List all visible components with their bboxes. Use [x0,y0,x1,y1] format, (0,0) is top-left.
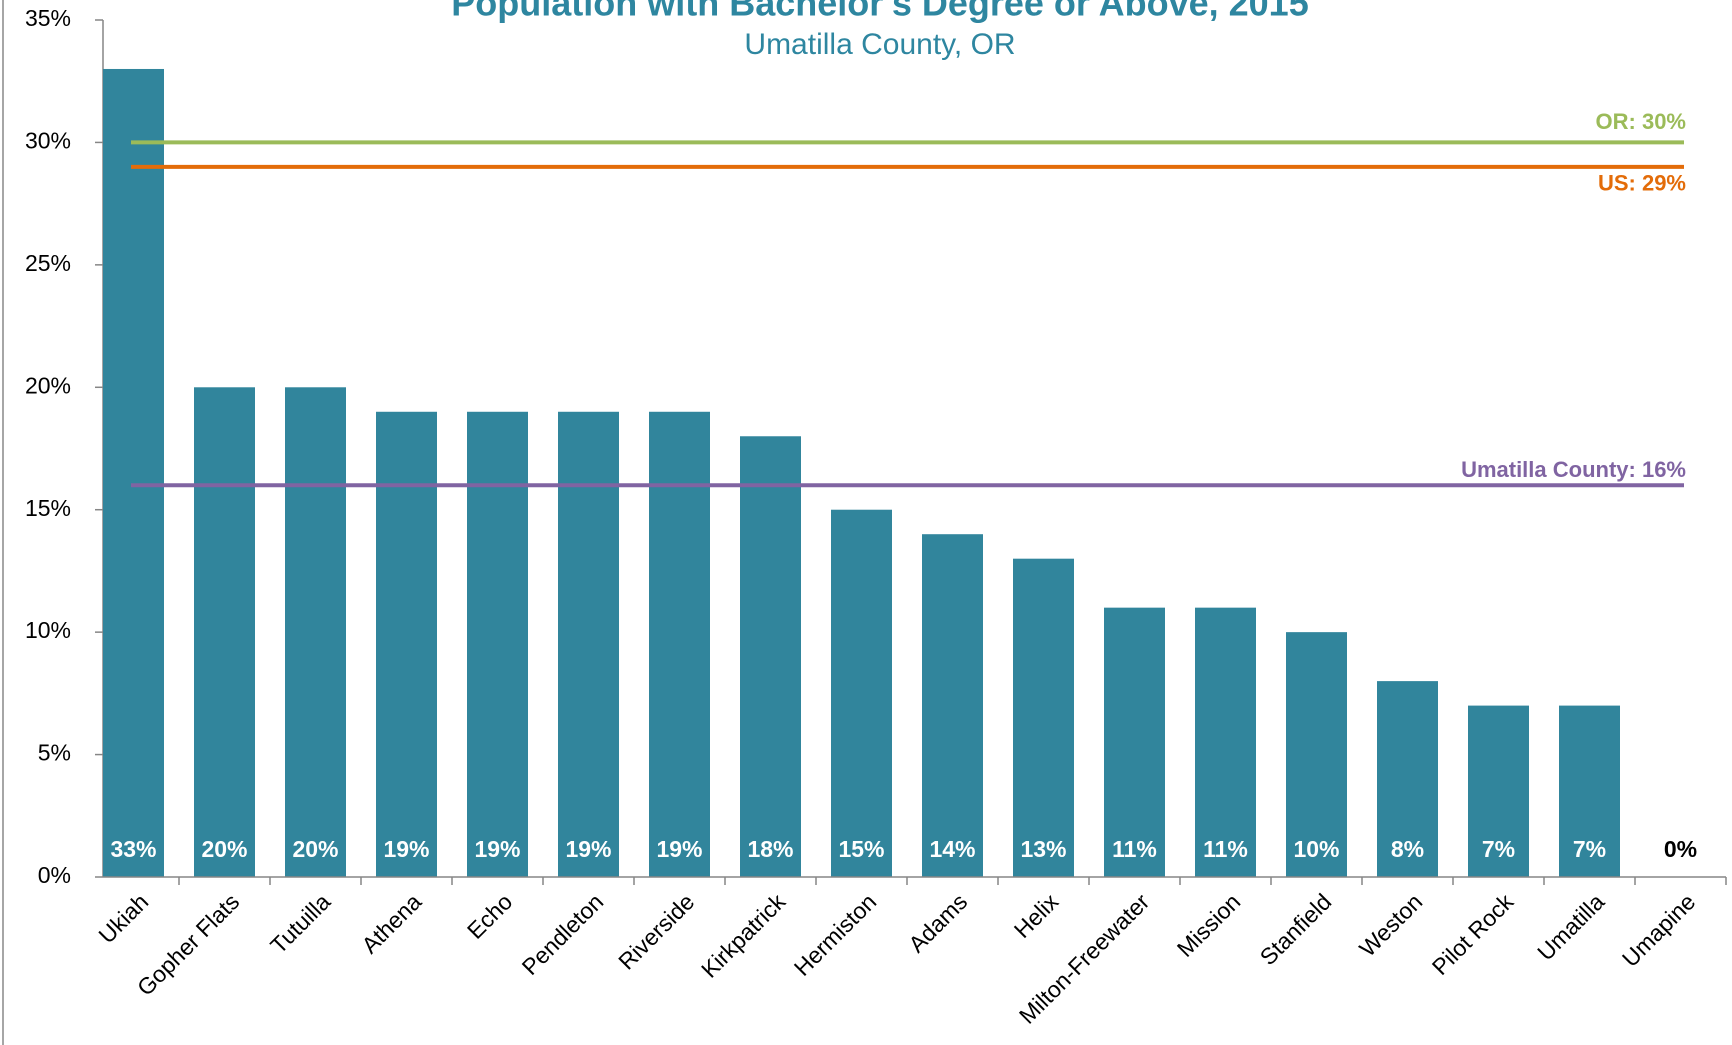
x-tick-label: Pilot Rock [1427,888,1519,980]
x-tick-label: Adams [903,888,972,957]
x-tick-label: Umatilla [1532,888,1609,965]
chart-title: Population with Bachelor's Degree or Abo… [451,0,1308,24]
chart-subtitle: Umatilla County, OR [744,28,1015,61]
value-label: 7% [1482,836,1515,862]
bar [376,411,437,877]
y-tick-label: 20% [25,372,71,398]
bar [1468,705,1529,877]
y-tick-label: 10% [25,617,71,643]
bar [1286,632,1347,877]
value-label: 10% [1293,836,1339,862]
bar [1104,607,1165,877]
bar [649,411,710,877]
x-tick-label: Mission [1172,888,1246,962]
reference-label: OR: 30% [1596,109,1686,134]
bar [740,436,801,877]
value-label: 14% [929,836,975,862]
x-tick-label: Athena [356,888,426,958]
x-tick-label: Weston [1354,888,1427,961]
value-label: 19% [383,836,429,862]
x-tick-label: Ukiah [93,888,153,948]
y-tick-label: 25% [25,250,71,276]
bar [285,387,346,877]
value-label: 7% [1573,836,1606,862]
x-tick-label: Tutuilla [265,888,335,958]
bar [194,387,255,877]
value-label: 19% [656,836,702,862]
bar [922,534,983,877]
y-tick-label: 30% [25,128,71,154]
bar [467,411,528,877]
value-label: 33% [110,836,156,862]
bar [1195,607,1256,877]
value-label: 20% [292,836,338,862]
value-label: 20% [201,836,247,862]
bar [831,509,892,877]
bar [1013,558,1074,877]
bar [1377,681,1438,877]
x-tick-label: Umapine [1617,888,1700,971]
x-tick-label: Echo [462,888,517,943]
x-tick-label: Pendleton [517,888,609,980]
y-tick-label: 0% [38,862,71,888]
reference-label: Umatilla County: 16% [1461,457,1686,482]
value-label: 13% [1020,836,1066,862]
value-label: 0% [1664,836,1697,862]
x-tick-label: Riverside [613,888,699,974]
value-label: 11% [1112,836,1157,862]
value-label: 8% [1391,836,1424,862]
y-tick-label: 35% [25,5,71,31]
y-tick-label: 5% [38,740,71,766]
x-tick-label: Kirkpatrick [696,888,791,983]
value-label: 19% [565,836,611,862]
x-tick-label: Stanfield [1255,888,1337,970]
value-label: 18% [747,836,793,862]
bar [558,411,619,877]
reference-label: US: 29% [1598,171,1686,196]
value-label: 19% [474,836,520,862]
bar [103,68,164,877]
bar [1559,705,1620,877]
value-label: 15% [838,836,884,862]
x-tick-label: Helix [1009,888,1064,943]
y-tick-label: 15% [25,495,71,521]
x-tick-label: Hermiston [789,888,881,980]
value-label: 11% [1203,836,1248,862]
